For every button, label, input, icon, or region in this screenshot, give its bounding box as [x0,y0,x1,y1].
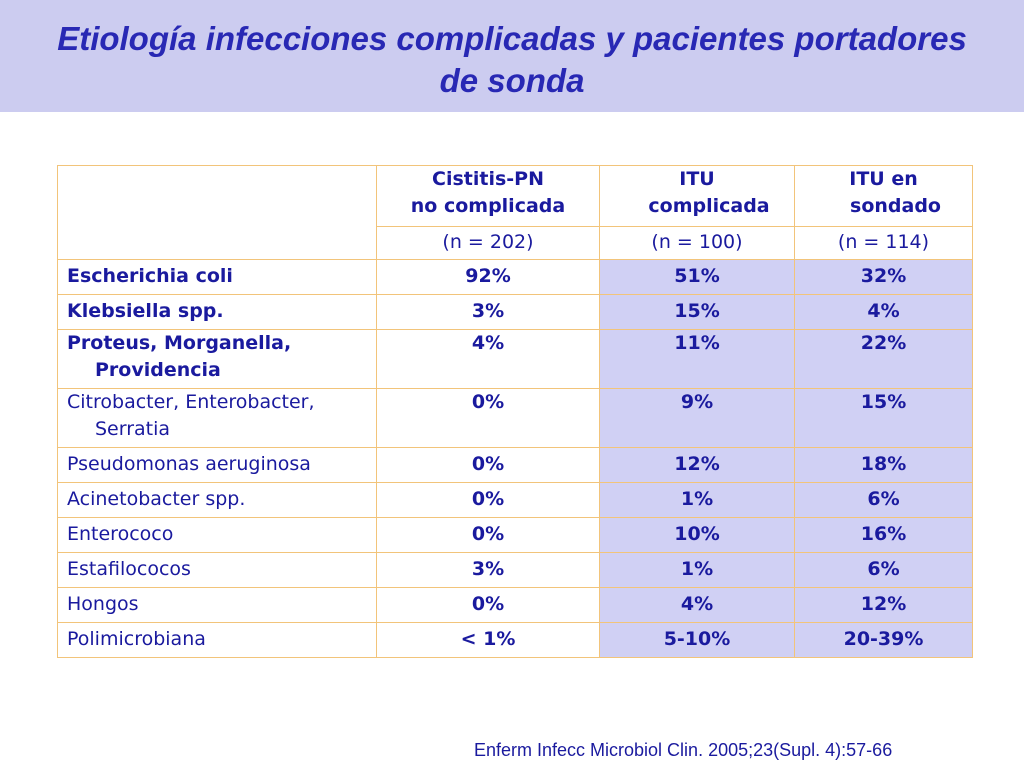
title-band [0,0,1024,112]
organism-cell: Klebsiella spp. [57,294,377,330]
percentage-cell: 0% [376,482,600,518]
percentage-cell: 16% [794,517,973,553]
organism-name: Proteus, Morganella, [67,332,292,354]
organism-name: Acinetobacter spp. [67,488,246,510]
percentage-cell: 18% [794,447,973,483]
column-header-line: ITU [679,168,715,190]
table-row: Proteus, Morganella, Providencia 4% 11% 22% [57,329,973,389]
organism-cell: Polimicrobiana [57,622,377,658]
organism-name-continuation: Providencia [95,359,221,381]
percentage-cell: 9% [599,388,795,448]
percentage-cell: 5-10% [599,622,795,658]
source-citation: Enferm Infecc Microbiol Clin. 2005;23(Su… [474,740,893,760]
organism-cell: Pseudomonas aeruginosa [57,447,377,483]
table-body: Escherichia coli 92% 51% 32% Klebsiella spp.… [57,259,973,658]
percentage-cell: 12% [794,587,973,623]
organism-cell: Citrobacter, Enterobacter, Serratia [57,388,377,448]
organism-cell: Escherichia coli [57,259,377,295]
percentage-cell: 12% [599,447,795,483]
table-row: Estafilococos 3% 1% 6% [57,552,973,588]
percentage-cell: 3% [376,552,600,588]
sample-size-cell: (n = 114) [794,226,973,260]
organism-name: Pseudomonas aeruginosa [67,453,311,475]
percentage-cell: 6% [794,552,973,588]
column-header-line: no complicada [410,195,566,217]
organism-cell: Proteus, Morganella, Providencia [57,329,377,389]
slide-title-line-2: de sonda [439,62,585,99]
column-header-line: Cistitis-PN [432,168,544,190]
column-header-line: complicada [648,195,770,217]
sample-size-cell: (n = 100) [599,226,795,260]
table-row: Klebsiella spp. 3% 15% 4% [57,294,973,330]
table-header-row: Cistitis-PN no complicada ITU complicada… [57,165,973,260]
organism-name: Klebsiella spp. [67,300,224,322]
percentage-cell: 92% [376,259,600,295]
table-row: Hongos 0% 4% 12% [57,587,973,623]
organism-cell: Enterococo [57,517,377,553]
organism-name: Enterococo [67,523,174,545]
organism-cell: Estafilococos [57,552,377,588]
percentage-cell: 20-39% [794,622,973,658]
percentage-cell: 4% [794,294,973,330]
percentage-cell: 0% [376,388,600,448]
table-row: Polimicrobiana < 1% 5-10% 20-39% [57,622,973,658]
percentage-cell: 15% [599,294,795,330]
percentage-cell: 15% [794,388,973,448]
table-row: Citrobacter, Enterobacter, Serratia 0% 9% 15… [57,388,973,448]
percentage-cell: 1% [599,552,795,588]
percentage-cell: 32% [794,259,973,295]
percentage-cell: 6% [794,482,973,518]
column-header-line: sondado [850,195,941,217]
sample-size-cell: (n = 202) [376,226,600,260]
column-header-itu-sondado: ITU en sondado [794,165,973,227]
header-corner-cell [57,165,377,260]
etiology-table: Cistitis-PN no complicada ITU complicada… [57,165,973,658]
organism-name: Estafilococos [67,558,191,580]
organism-cell: Hongos [57,587,377,623]
percentage-cell: < 1% [376,622,600,658]
column-header-line: ITU en [849,168,918,190]
percentage-cell: 11% [599,329,795,389]
percentage-cell: 4% [599,587,795,623]
percentage-cell: 10% [599,517,795,553]
organism-name: Hongos [67,593,139,615]
organism-name-continuation: Serratia [95,418,171,440]
percentage-cell: 0% [376,447,600,483]
organism-cell: Acinetobacter spp. [57,482,377,518]
percentage-cell: 4% [376,329,600,389]
slide-title-line-1: Etiología infecciones complicadas y paci… [57,20,967,57]
table-row: Pseudomonas aeruginosa 0% 12% 18% [57,447,973,483]
percentage-cell: 22% [794,329,973,389]
organism-name: Citrobacter, Enterobacter, [67,391,315,413]
organism-name: Escherichia coli [67,265,233,287]
percentage-cell: 1% [599,482,795,518]
percentage-cell: 0% [376,517,600,553]
table-row: Acinetobacter spp. 0% 1% 6% [57,482,973,518]
percentage-cell: 51% [599,259,795,295]
percentage-cell: 3% [376,294,600,330]
column-header-itu-complicada: ITU complicada [599,165,795,227]
column-header-cistitis: Cistitis-PN no complicada [376,165,600,227]
slide-title: Etiología infecciones complicadas y paci… [0,18,1024,102]
table-row: Escherichia coli 92% 51% 32% [57,259,973,295]
organism-name: Polimicrobiana [67,628,206,650]
sample-size-row: (n = 202) (n = 100) (n = 114) [58,226,973,260]
percentage-cell: 0% [376,587,600,623]
table-row: Enterococo 0% 10% 16% [57,517,973,553]
